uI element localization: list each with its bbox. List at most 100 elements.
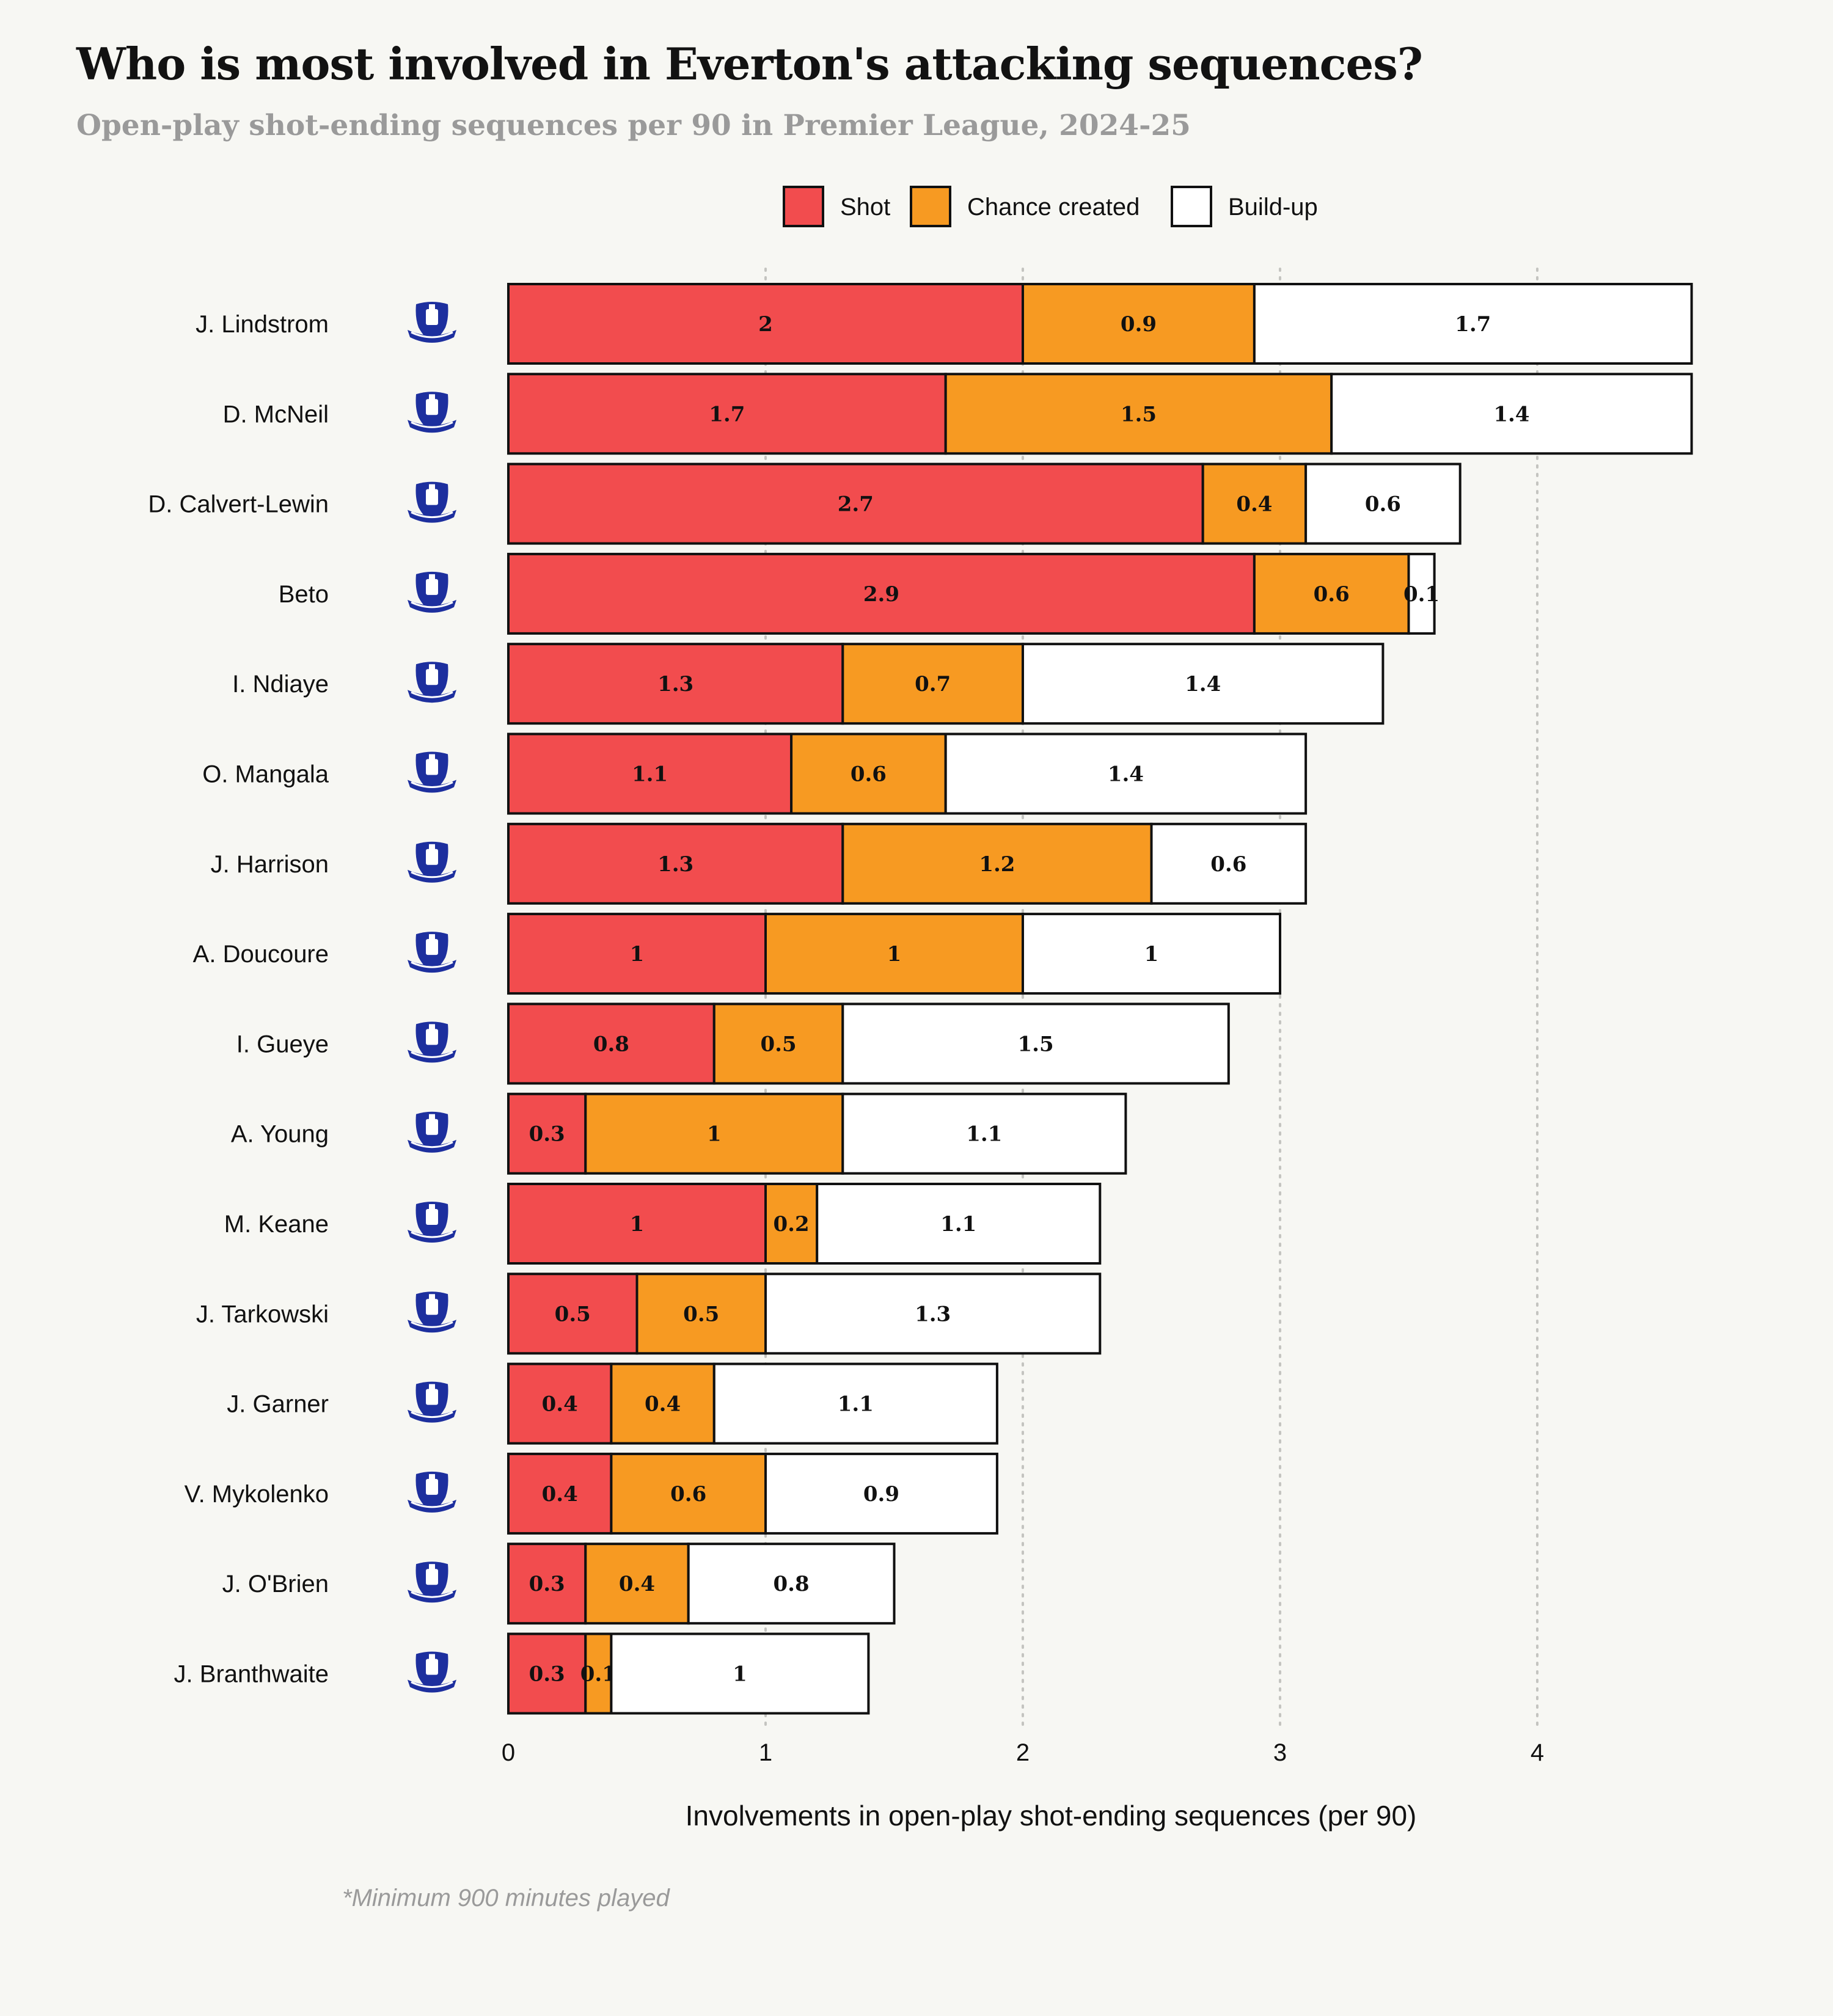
bar-segment-chance xyxy=(764,913,1024,995)
data-label: 0.8 xyxy=(593,1032,629,1056)
data-label: 0.6 xyxy=(1314,582,1350,607)
everton-crest-icon xyxy=(408,1381,456,1423)
bar-row: J. O'Brien 0.3 0.4 0.8 xyxy=(222,1543,896,1625)
data-label: 0.5 xyxy=(760,1032,796,1056)
data-label: 1.7 xyxy=(1455,312,1491,337)
data-label: 0.9 xyxy=(1121,312,1157,337)
everton-crest-icon xyxy=(408,841,456,883)
data-label: 0.4 xyxy=(645,1392,681,1417)
everton-crest-icon xyxy=(408,1291,456,1333)
x-axis: 0 1 2 3 4 xyxy=(502,1739,1544,1766)
bar-segment-shot xyxy=(507,1543,587,1625)
bar-row: M. Keane 1 0.2 1.1 xyxy=(224,1183,1102,1265)
player-label: J. Branthwaite xyxy=(174,1661,329,1688)
bar-segment-chance xyxy=(610,1362,715,1445)
bar-segment-shot xyxy=(507,732,793,815)
everton-crest-icon xyxy=(408,662,456,703)
bar-segment-chance xyxy=(635,1273,767,1355)
x-tick-label: 2 xyxy=(1016,1739,1030,1766)
data-label: 1.1 xyxy=(632,762,668,787)
bar-segment-buildup xyxy=(610,1632,870,1715)
bar-row: O. Mangala 1.1 0.6 1.4 xyxy=(202,732,1308,815)
player-label: I. Ndiaye xyxy=(232,671,329,698)
bar-segment-buildup xyxy=(841,1092,1127,1175)
player-label: Beto xyxy=(279,581,329,608)
footnote: *Minimum 900 minutes played xyxy=(342,1885,670,1912)
x-tick-label: 1 xyxy=(759,1739,772,1766)
player-label: J. Garner xyxy=(227,1391,329,1418)
data-label: 0.5 xyxy=(555,1302,591,1326)
bar-row: D. McNeil 1.7 1.5 1.4 xyxy=(223,373,1693,455)
bar-row: I. Gueye 0.8 0.5 1.5 xyxy=(236,1003,1230,1085)
data-label: 0.6 xyxy=(670,1482,706,1507)
data-label: 1.3 xyxy=(657,852,693,877)
bar-row: V. Mykolenko 0.4 0.6 0.9 xyxy=(185,1452,998,1535)
bar-segment-buildup xyxy=(841,1003,1230,1085)
everton-crest-icon xyxy=(408,751,456,793)
legend-swatch-1 xyxy=(910,186,951,227)
bar-segment-shot xyxy=(507,1003,715,1085)
player-label: J. O'Brien xyxy=(222,1571,329,1598)
bar-segment-chance xyxy=(790,732,947,815)
bar-segment-chance xyxy=(584,1632,613,1715)
bar-segment-buildup xyxy=(816,1183,1102,1265)
bar-segment-buildup xyxy=(1407,552,1436,635)
everton-crest-icon xyxy=(408,392,456,433)
bar-row: Beto 2.9 0.6 0.1 xyxy=(279,552,1440,635)
bar-segment-buildup xyxy=(944,732,1308,815)
player-label: D. McNeil xyxy=(223,401,329,428)
player-label: O. Mangala xyxy=(202,761,329,788)
data-label: 0.1 xyxy=(1403,582,1440,607)
data-label: 0.9 xyxy=(863,1482,899,1507)
bar-segment-buildup xyxy=(712,1362,998,1445)
data-label: 2 xyxy=(758,312,773,337)
everton-crest-icon xyxy=(408,932,456,973)
x-tick-label: 0 xyxy=(502,1739,515,1766)
everton-crest-icon xyxy=(408,302,456,343)
legend-swatch-0 xyxy=(783,186,824,227)
data-label: 1.2 xyxy=(979,852,1015,877)
x-tick-label: 4 xyxy=(1531,1739,1544,1766)
player-label: J. Tarkowski xyxy=(196,1301,329,1328)
everton-crest-icon xyxy=(408,571,456,613)
data-label: 0.3 xyxy=(529,1662,565,1687)
data-label: 1.4 xyxy=(1185,672,1221,696)
player-label: J. Harrison xyxy=(211,851,329,878)
data-label: 0.8 xyxy=(774,1572,810,1596)
chart-subtitle: Open-play shot-ending sequences per 90 i… xyxy=(76,109,1191,142)
bar-segment-chance xyxy=(584,1092,844,1175)
everton-crest-icon xyxy=(408,1111,456,1153)
data-label: 1 xyxy=(733,1662,747,1687)
data-label: 1 xyxy=(630,942,645,966)
bar-row: J. Lindstrom 2 0.9 1.7 xyxy=(196,283,1693,365)
data-label: 1 xyxy=(887,942,902,966)
data-label: 1.3 xyxy=(657,672,693,696)
bar-segment-chance xyxy=(584,1543,690,1625)
data-label: 0.4 xyxy=(542,1392,578,1417)
bar-segment-shot xyxy=(507,373,947,455)
data-label: 2.7 xyxy=(838,492,874,517)
data-label: 0.6 xyxy=(1210,852,1246,877)
data-label: 0.3 xyxy=(529,1122,565,1147)
player-label: A. Doucoure xyxy=(193,941,329,968)
data-label: 0.7 xyxy=(915,672,951,696)
data-label: 1 xyxy=(707,1122,722,1147)
bar-segment-chance xyxy=(764,1183,819,1265)
bar-row: J. Harrison 1.3 1.2 0.6 xyxy=(211,822,1308,905)
data-label: 0.3 xyxy=(529,1572,565,1596)
data-label: 0.4 xyxy=(542,1482,578,1507)
everton-crest-icon xyxy=(408,1561,456,1603)
bar-segment-buildup xyxy=(687,1543,896,1625)
legend: Shot Chance created Build-up xyxy=(783,186,1318,227)
bar-segment-buildup xyxy=(1022,913,1281,995)
bar-segment-buildup xyxy=(1022,643,1385,725)
player-label: V. Mykolenko xyxy=(185,1481,329,1508)
data-label: 1 xyxy=(1144,942,1159,966)
data-label: 1.1 xyxy=(838,1392,874,1417)
legend-swatch-2 xyxy=(1171,186,1212,227)
bar-segment-chance xyxy=(1253,552,1410,635)
bar-segment-shot xyxy=(507,1452,613,1535)
bar-segment-shot xyxy=(507,552,1256,635)
bar-segment-shot xyxy=(507,1632,587,1715)
